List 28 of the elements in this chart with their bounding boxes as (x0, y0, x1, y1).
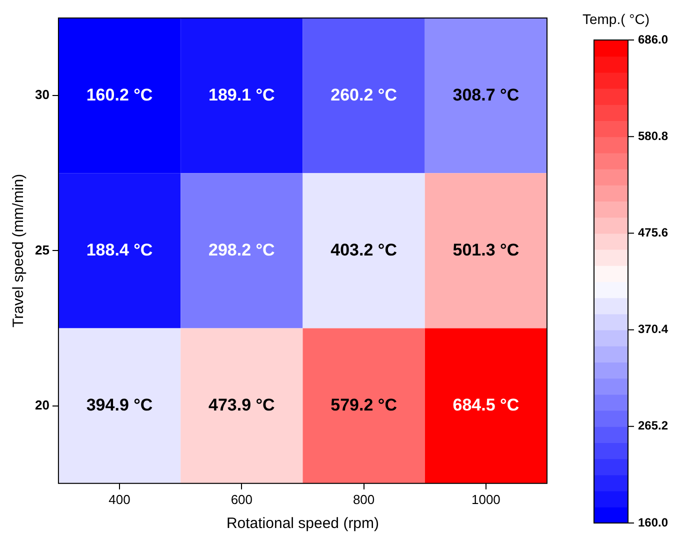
color-bar-label: 475.6 (638, 226, 668, 240)
data-label: 394.9 °C (86, 396, 153, 415)
data-label: 403.2 °C (330, 240, 397, 260)
x-tick-label: 600 (230, 492, 253, 507)
x-tick-label: 1000 (471, 492, 500, 507)
x-axis-title: Rotational speed (rpm) (226, 515, 380, 532)
data-label: 189.1 °C (208, 85, 275, 104)
y-tick-label: 30 (34, 87, 50, 102)
x-tick-label: 400 (108, 492, 130, 507)
y-tick-label: 20 (34, 397, 50, 412)
color-bar-label: 686.0 (638, 32, 668, 46)
y-tick-label: 25 (34, 242, 50, 258)
color-bar-label: 580.8 (638, 128, 668, 143)
color-bar-label: 265.2 (638, 418, 668, 433)
data-label: 501.3 °C (452, 240, 520, 260)
color-bar-label: 160.0 (638, 515, 668, 530)
data-label: 260.2 °C (330, 85, 397, 104)
y-axis-title: Travel speed (mm/min) (10, 174, 28, 328)
color-bar-title: Temp.( °C) (582, 11, 650, 27)
data-label: 160.2 °C (86, 85, 153, 104)
x-tick-label: 800 (352, 492, 375, 507)
data-label: 579.2 °C (330, 396, 397, 415)
data-label: 684.5 °C (452, 396, 520, 415)
data-label: 308.7 °C (452, 85, 520, 104)
data-label: 298.2 °C (208, 240, 275, 260)
data-label: 188.4 °C (86, 240, 153, 260)
color-bar-label: 370.4 (638, 322, 668, 336)
data-label: 473.9 °C (208, 396, 275, 415)
